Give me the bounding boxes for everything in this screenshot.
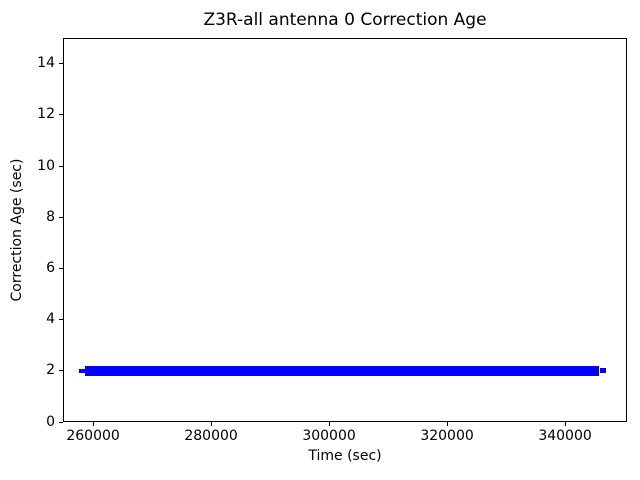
x-tick-label: 340000 <box>538 428 592 444</box>
y-tick-mark <box>59 114 63 116</box>
data-series-band <box>85 365 600 376</box>
y-tick-mark <box>59 319 63 321</box>
y-tick-label: 10 <box>37 157 55 174</box>
y-tick-mark <box>59 165 63 167</box>
y-tick-mark <box>59 216 63 218</box>
y-tick-label: 6 <box>46 259 55 276</box>
chart-title: Z3R-all antenna 0 Correction Age <box>203 10 487 30</box>
y-tick-label: 14 <box>37 55 55 72</box>
x-tick-label: 320000 <box>420 428 474 444</box>
x-axis-label: Time (sec) <box>308 448 382 464</box>
x-tick-mark <box>446 422 448 426</box>
x-tick-mark <box>564 422 566 426</box>
y-tick-label: 4 <box>46 311 55 328</box>
x-tick-label: 300000 <box>302 428 356 444</box>
y-tick-mark <box>59 267 63 269</box>
y-tick-label: 0 <box>46 413 55 430</box>
y-tick-label: 12 <box>37 106 55 123</box>
y-tick-mark <box>59 370 63 372</box>
x-tick-mark <box>328 422 330 426</box>
x-tick-mark <box>210 422 212 426</box>
y-tick-label: 2 <box>46 362 55 379</box>
y-axis-label: Correction Age (sec) <box>9 158 25 302</box>
y-tick-mark <box>59 421 63 423</box>
data-point-marker-first <box>79 368 88 373</box>
x-tick-label: 260000 <box>66 428 120 444</box>
y-tick-label: 8 <box>46 208 55 225</box>
plot-area <box>63 38 627 422</box>
x-tick-label: 280000 <box>184 428 238 444</box>
y-tick-mark <box>59 63 63 65</box>
data-point-marker-last <box>600 368 607 374</box>
x-tick-mark <box>92 422 94 426</box>
